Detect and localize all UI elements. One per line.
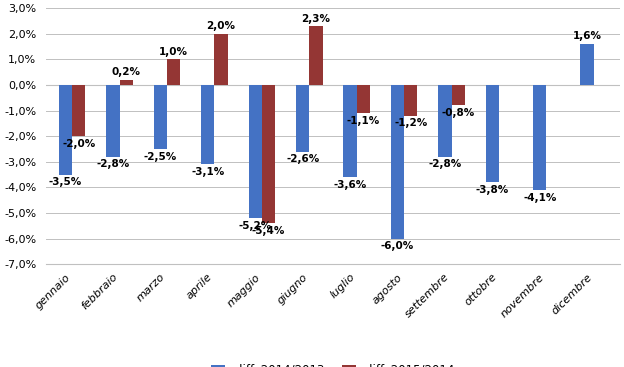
Bar — [533, 85, 547, 190]
Text: -5,4%: -5,4% — [252, 226, 285, 236]
Text: -6,0%: -6,0% — [381, 241, 414, 251]
Bar — [357, 85, 370, 113]
Text: -3,5%: -3,5% — [49, 177, 82, 187]
Text: -4,1%: -4,1% — [523, 193, 557, 203]
Text: -0,8%: -0,8% — [442, 108, 475, 118]
Text: -3,1%: -3,1% — [191, 167, 225, 177]
Text: -2,5%: -2,5% — [144, 152, 177, 161]
Bar — [391, 85, 404, 239]
Bar — [485, 85, 499, 182]
Text: -2,8%: -2,8% — [96, 159, 130, 169]
Bar — [438, 85, 452, 157]
Text: -2,8%: -2,8% — [428, 159, 462, 169]
Bar — [201, 85, 215, 164]
Text: -1,2%: -1,2% — [394, 118, 427, 128]
Bar — [120, 80, 133, 85]
Bar — [343, 85, 357, 177]
Bar — [154, 85, 167, 149]
Bar — [167, 59, 180, 85]
Bar — [296, 85, 310, 152]
Bar — [72, 85, 85, 136]
Text: -1,1%: -1,1% — [347, 116, 380, 126]
Bar — [215, 34, 228, 85]
Bar — [452, 85, 465, 105]
Bar — [310, 26, 323, 85]
Bar — [262, 85, 275, 223]
Bar — [248, 85, 262, 218]
Text: -3,8%: -3,8% — [475, 185, 509, 195]
Text: 1,6%: 1,6% — [573, 32, 602, 41]
Legend: diff. 2014/2013, diff. 2015/2014: diff. 2014/2013, diff. 2015/2014 — [207, 359, 459, 367]
Text: -2,0%: -2,0% — [62, 139, 95, 149]
Bar — [580, 44, 594, 85]
Bar — [404, 85, 417, 116]
Text: 1,0%: 1,0% — [159, 47, 188, 57]
Text: -5,2%: -5,2% — [238, 221, 272, 231]
Text: 2,3%: 2,3% — [301, 14, 331, 23]
Text: 2,0%: 2,0% — [207, 21, 236, 31]
Text: -3,6%: -3,6% — [333, 180, 367, 190]
Bar — [59, 85, 72, 175]
Bar — [106, 85, 120, 157]
Text: -2,6%: -2,6% — [286, 154, 319, 164]
Text: 0,2%: 0,2% — [112, 67, 141, 77]
